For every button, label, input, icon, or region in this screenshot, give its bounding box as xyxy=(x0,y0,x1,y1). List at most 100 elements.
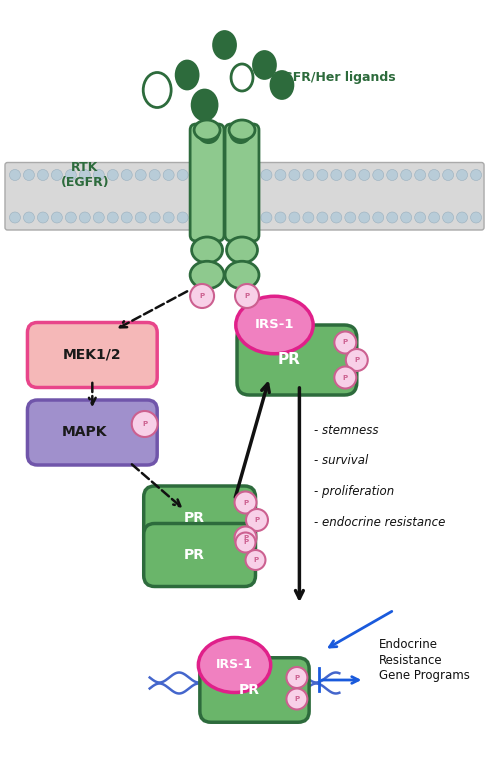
Circle shape xyxy=(334,332,356,353)
Text: P: P xyxy=(243,499,248,505)
Circle shape xyxy=(246,550,265,570)
Circle shape xyxy=(93,170,104,180)
FancyBboxPatch shape xyxy=(225,124,259,241)
Ellipse shape xyxy=(229,120,255,140)
Text: PR: PR xyxy=(278,353,301,368)
Text: MEK1/2: MEK1/2 xyxy=(63,348,122,362)
FancyBboxPatch shape xyxy=(233,259,251,272)
Circle shape xyxy=(107,212,118,223)
Circle shape xyxy=(107,170,118,180)
Circle shape xyxy=(387,170,398,180)
Circle shape xyxy=(387,212,398,223)
Circle shape xyxy=(303,212,314,223)
Circle shape xyxy=(246,509,268,531)
FancyBboxPatch shape xyxy=(198,259,216,272)
FancyBboxPatch shape xyxy=(27,400,157,465)
FancyBboxPatch shape xyxy=(27,323,157,388)
Circle shape xyxy=(65,170,76,180)
Text: P: P xyxy=(243,539,248,545)
Text: PR: PR xyxy=(184,511,205,525)
FancyBboxPatch shape xyxy=(237,325,357,395)
Text: PR: PR xyxy=(184,548,205,562)
Circle shape xyxy=(286,688,307,710)
Text: P: P xyxy=(200,293,205,299)
Circle shape xyxy=(37,212,48,223)
Text: Endocrine
Resistance
Gene Programs: Endocrine Resistance Gene Programs xyxy=(379,638,470,681)
Text: P: P xyxy=(294,696,299,702)
Circle shape xyxy=(359,170,370,180)
Circle shape xyxy=(149,170,160,180)
Text: RTK
(EGFR): RTK (EGFR) xyxy=(60,161,109,189)
Text: IRS-1: IRS-1 xyxy=(254,319,294,332)
Text: - endocrine resistance: - endocrine resistance xyxy=(314,517,446,529)
Text: - proliferation: - proliferation xyxy=(314,485,395,498)
Circle shape xyxy=(429,170,440,180)
Circle shape xyxy=(345,212,356,223)
Circle shape xyxy=(345,170,356,180)
Circle shape xyxy=(132,411,158,437)
Circle shape xyxy=(334,366,356,389)
Circle shape xyxy=(135,212,146,223)
Circle shape xyxy=(65,212,76,223)
Circle shape xyxy=(79,170,90,180)
Circle shape xyxy=(235,284,259,308)
Circle shape xyxy=(373,170,384,180)
Circle shape xyxy=(415,212,426,223)
Circle shape xyxy=(373,212,384,223)
Circle shape xyxy=(191,212,202,223)
Circle shape xyxy=(23,212,34,223)
Ellipse shape xyxy=(198,122,219,143)
Ellipse shape xyxy=(190,261,224,289)
Circle shape xyxy=(190,284,214,308)
FancyBboxPatch shape xyxy=(144,486,255,549)
Circle shape xyxy=(457,212,468,223)
Text: P: P xyxy=(243,535,248,541)
Ellipse shape xyxy=(271,71,293,98)
Text: - stemness: - stemness xyxy=(314,423,379,436)
Circle shape xyxy=(177,212,188,223)
Ellipse shape xyxy=(192,90,217,120)
Ellipse shape xyxy=(230,122,251,143)
Ellipse shape xyxy=(231,64,253,91)
Circle shape xyxy=(23,170,34,180)
Text: P: P xyxy=(354,357,359,363)
Circle shape xyxy=(79,212,90,223)
Circle shape xyxy=(37,170,48,180)
Circle shape xyxy=(9,170,20,180)
Circle shape xyxy=(51,170,62,180)
Text: P: P xyxy=(343,339,348,346)
Circle shape xyxy=(443,170,454,180)
FancyBboxPatch shape xyxy=(190,124,224,241)
Circle shape xyxy=(177,170,188,180)
Circle shape xyxy=(261,170,272,180)
Ellipse shape xyxy=(236,296,313,354)
Circle shape xyxy=(303,170,314,180)
Circle shape xyxy=(346,349,368,371)
Text: P: P xyxy=(254,517,259,523)
Ellipse shape xyxy=(192,237,223,263)
Circle shape xyxy=(415,170,426,180)
Circle shape xyxy=(261,212,272,223)
Text: PR: PR xyxy=(239,683,260,697)
Circle shape xyxy=(401,212,412,223)
Text: - survival: - survival xyxy=(314,455,369,468)
Circle shape xyxy=(331,170,342,180)
Circle shape xyxy=(235,527,256,548)
Ellipse shape xyxy=(225,261,259,289)
Circle shape xyxy=(121,170,132,180)
Ellipse shape xyxy=(253,51,275,78)
Text: P: P xyxy=(245,293,250,299)
FancyBboxPatch shape xyxy=(5,163,484,230)
Circle shape xyxy=(93,212,104,223)
Circle shape xyxy=(286,667,307,688)
Circle shape xyxy=(457,170,468,180)
Text: P: P xyxy=(343,375,348,380)
Circle shape xyxy=(235,492,256,514)
Circle shape xyxy=(51,212,62,223)
Circle shape xyxy=(429,212,440,223)
Circle shape xyxy=(163,212,174,223)
Circle shape xyxy=(135,170,146,180)
Circle shape xyxy=(289,212,300,223)
Circle shape xyxy=(401,170,412,180)
Text: P: P xyxy=(142,421,147,427)
